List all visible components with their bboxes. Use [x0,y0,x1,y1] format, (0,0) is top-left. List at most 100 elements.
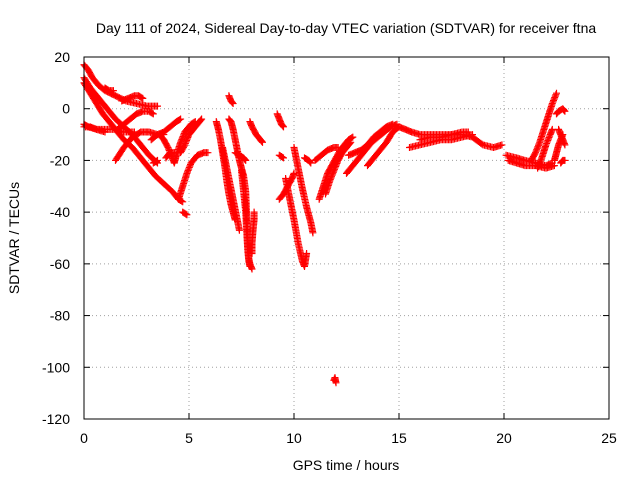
data-point [235,226,243,234]
data-point [307,159,315,167]
data-point [534,164,542,172]
y-tick-label: -60 [50,256,70,272]
data-point [469,131,476,139]
y-tick-label: -80 [50,308,70,324]
series-arc-36 [345,120,397,159]
data-point [533,144,541,152]
data-point [228,98,236,106]
data-point [278,121,286,129]
data-point [543,139,551,147]
data-point [258,137,266,145]
data-point [553,89,560,97]
series-arc-23 [248,208,258,258]
data-point [257,137,265,145]
series-arc-24 [246,118,266,146]
series-arc-46 [553,105,569,118]
data-point [544,136,552,144]
series-arc-13 [149,156,161,167]
data-point [389,120,397,128]
data-point [198,115,206,123]
data-point [138,94,146,102]
series-arc-40 [416,128,472,144]
series-arc-47 [555,125,569,149]
data-point [182,210,190,218]
data-point [228,99,236,107]
data-point [204,149,212,157]
data-point [309,229,317,237]
y-tick-label: -20 [50,152,70,168]
data-point [170,149,178,157]
data-point [183,211,191,219]
y-tick-label: 20 [54,49,70,65]
data-point [154,156,161,164]
y-tick-label: 0 [62,101,70,117]
data-point [348,134,356,142]
data-point [139,94,147,102]
data-point [332,379,340,387]
x-tick-label: 25 [601,430,617,446]
series-arc-12 [162,149,178,162]
y-tick-label: -120 [42,411,70,427]
series-arc-7 [114,107,157,133]
series-arc-21 [225,92,237,108]
x-axis-label: GPS time / hours [293,457,400,473]
x-tick-label: 0 [80,430,88,446]
series-arc-26 [275,151,287,162]
data-point [176,116,184,124]
data-point [560,106,567,114]
series-arc-30 [301,154,315,167]
y-axis-label: SDTVAR / TECUs [6,182,22,294]
series-arc-15 [175,149,212,203]
data-point [109,87,117,95]
data-point [560,106,568,114]
data-point [306,158,314,166]
series-arc-14 [179,208,191,219]
data-point [242,156,250,164]
series-arc-35 [343,120,401,177]
data-point [179,198,187,206]
data-point [196,117,204,125]
data-point [241,156,249,164]
x-tick-label: 15 [391,430,407,446]
data-point [535,161,543,169]
series-arc-34 [330,374,340,387]
data-point [532,147,540,155]
data-point [551,92,559,100]
series-arc-25 [273,110,287,131]
data-point [280,123,287,131]
series-arc-18 [219,144,243,234]
data-point [152,157,160,165]
series-arc-31 [311,144,342,164]
data-point [537,157,545,165]
data-point [305,157,313,165]
data-point [561,156,569,164]
data-point [101,128,109,136]
data-point [303,250,311,258]
data-point [548,100,556,108]
y-tick-label: -100 [42,359,70,375]
data-point [148,109,156,117]
series-arc-48 [557,156,569,167]
x-tick-label: 20 [496,430,512,446]
data-marks [80,61,569,387]
series-arc-22 [231,149,250,164]
data-point [229,100,237,108]
axis-ticks [83,56,610,420]
series-arc-11 [147,115,185,144]
data-point [248,250,256,258]
data-point [240,155,248,163]
data-point [464,128,472,136]
data-point [279,122,287,130]
data-point [349,133,357,141]
data-point [346,139,354,147]
data-point [290,169,298,177]
x-tick-label: 10 [286,430,302,446]
series-arc-43 [527,89,560,164]
chart-title: Day 111 of 2024, Sidereal Day-to-day VTE… [96,20,597,36]
series-arc-9 [101,84,117,95]
tick-labels: 0 5 10 15 20 25 20 0 -20 -40 -60 -80 -100 -120 [42,49,617,446]
data-point [246,262,254,270]
y-tick-label: -40 [50,204,70,220]
series-arc-16 [177,115,206,157]
